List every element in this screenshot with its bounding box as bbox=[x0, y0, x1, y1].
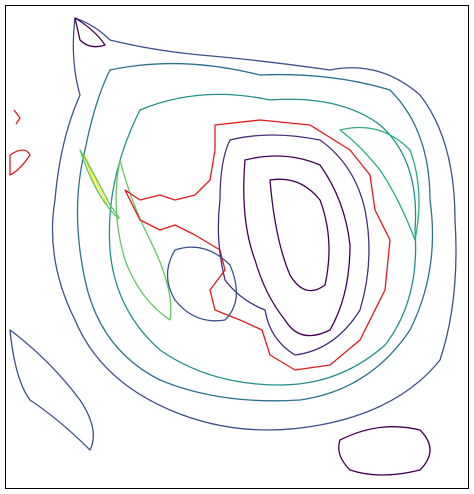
contour-line bbox=[13, 109, 21, 125]
contour-line bbox=[217, 134, 370, 356]
contour-line bbox=[269, 178, 330, 292]
contour-line bbox=[115, 159, 172, 321]
contour-line bbox=[76, 62, 434, 402]
contour-line bbox=[9, 149, 31, 176]
coastline bbox=[124, 119, 391, 371]
contour-line bbox=[338, 426, 431, 476]
contour-line bbox=[79, 149, 120, 219]
contour-line bbox=[9, 329, 94, 451]
map-frame bbox=[5, 5, 469, 489]
contour-line bbox=[243, 155, 351, 337]
contour-line bbox=[74, 17, 106, 48]
contour-line bbox=[166, 246, 237, 322]
contour-line bbox=[339, 126, 420, 241]
contour-line bbox=[51, 17, 457, 431]
contour-line bbox=[108, 93, 417, 386]
